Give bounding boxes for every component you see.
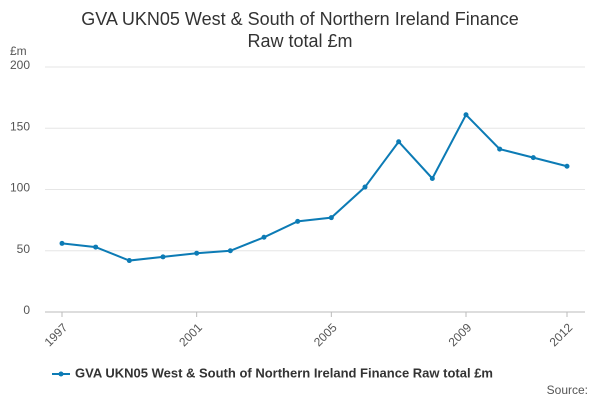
y-axis-label: £m [10,44,27,58]
data-point [194,250,200,256]
data-point [160,254,166,260]
data-point [126,258,132,264]
data-point [93,244,99,250]
source: Source: [547,383,588,397]
legend-label: GVA UKN05 West & South of Northern Irela… [75,365,493,380]
x-tick-label: 2009 [446,320,475,349]
y-tick-label: 0 [23,303,30,317]
data-point [362,184,368,190]
x-tick-label: 1997 [42,320,71,349]
y-tick-label: 100 [10,181,30,195]
x-tick-label: 2005 [311,320,340,349]
x-tick-label: 2012 [547,320,576,349]
y-tick-label: 50 [17,242,31,256]
data-point [530,155,536,161]
data-point [463,112,469,118]
x-tick-label: 2001 [176,320,205,349]
series-line [61,113,568,262]
data-point [295,218,301,224]
data-point [227,248,233,254]
y-tick-label: 150 [10,119,30,133]
data-point [497,146,503,152]
data-point [261,234,267,240]
data-point [396,139,402,145]
data-point [59,240,65,246]
data-point [564,163,570,169]
y-tick-label: 200 [10,58,30,72]
data-point [429,175,435,181]
data-point [328,215,334,221]
chart-title: GVA UKN05 West & South of Northern Irela… [81,9,519,51]
legend-marker [58,371,64,377]
